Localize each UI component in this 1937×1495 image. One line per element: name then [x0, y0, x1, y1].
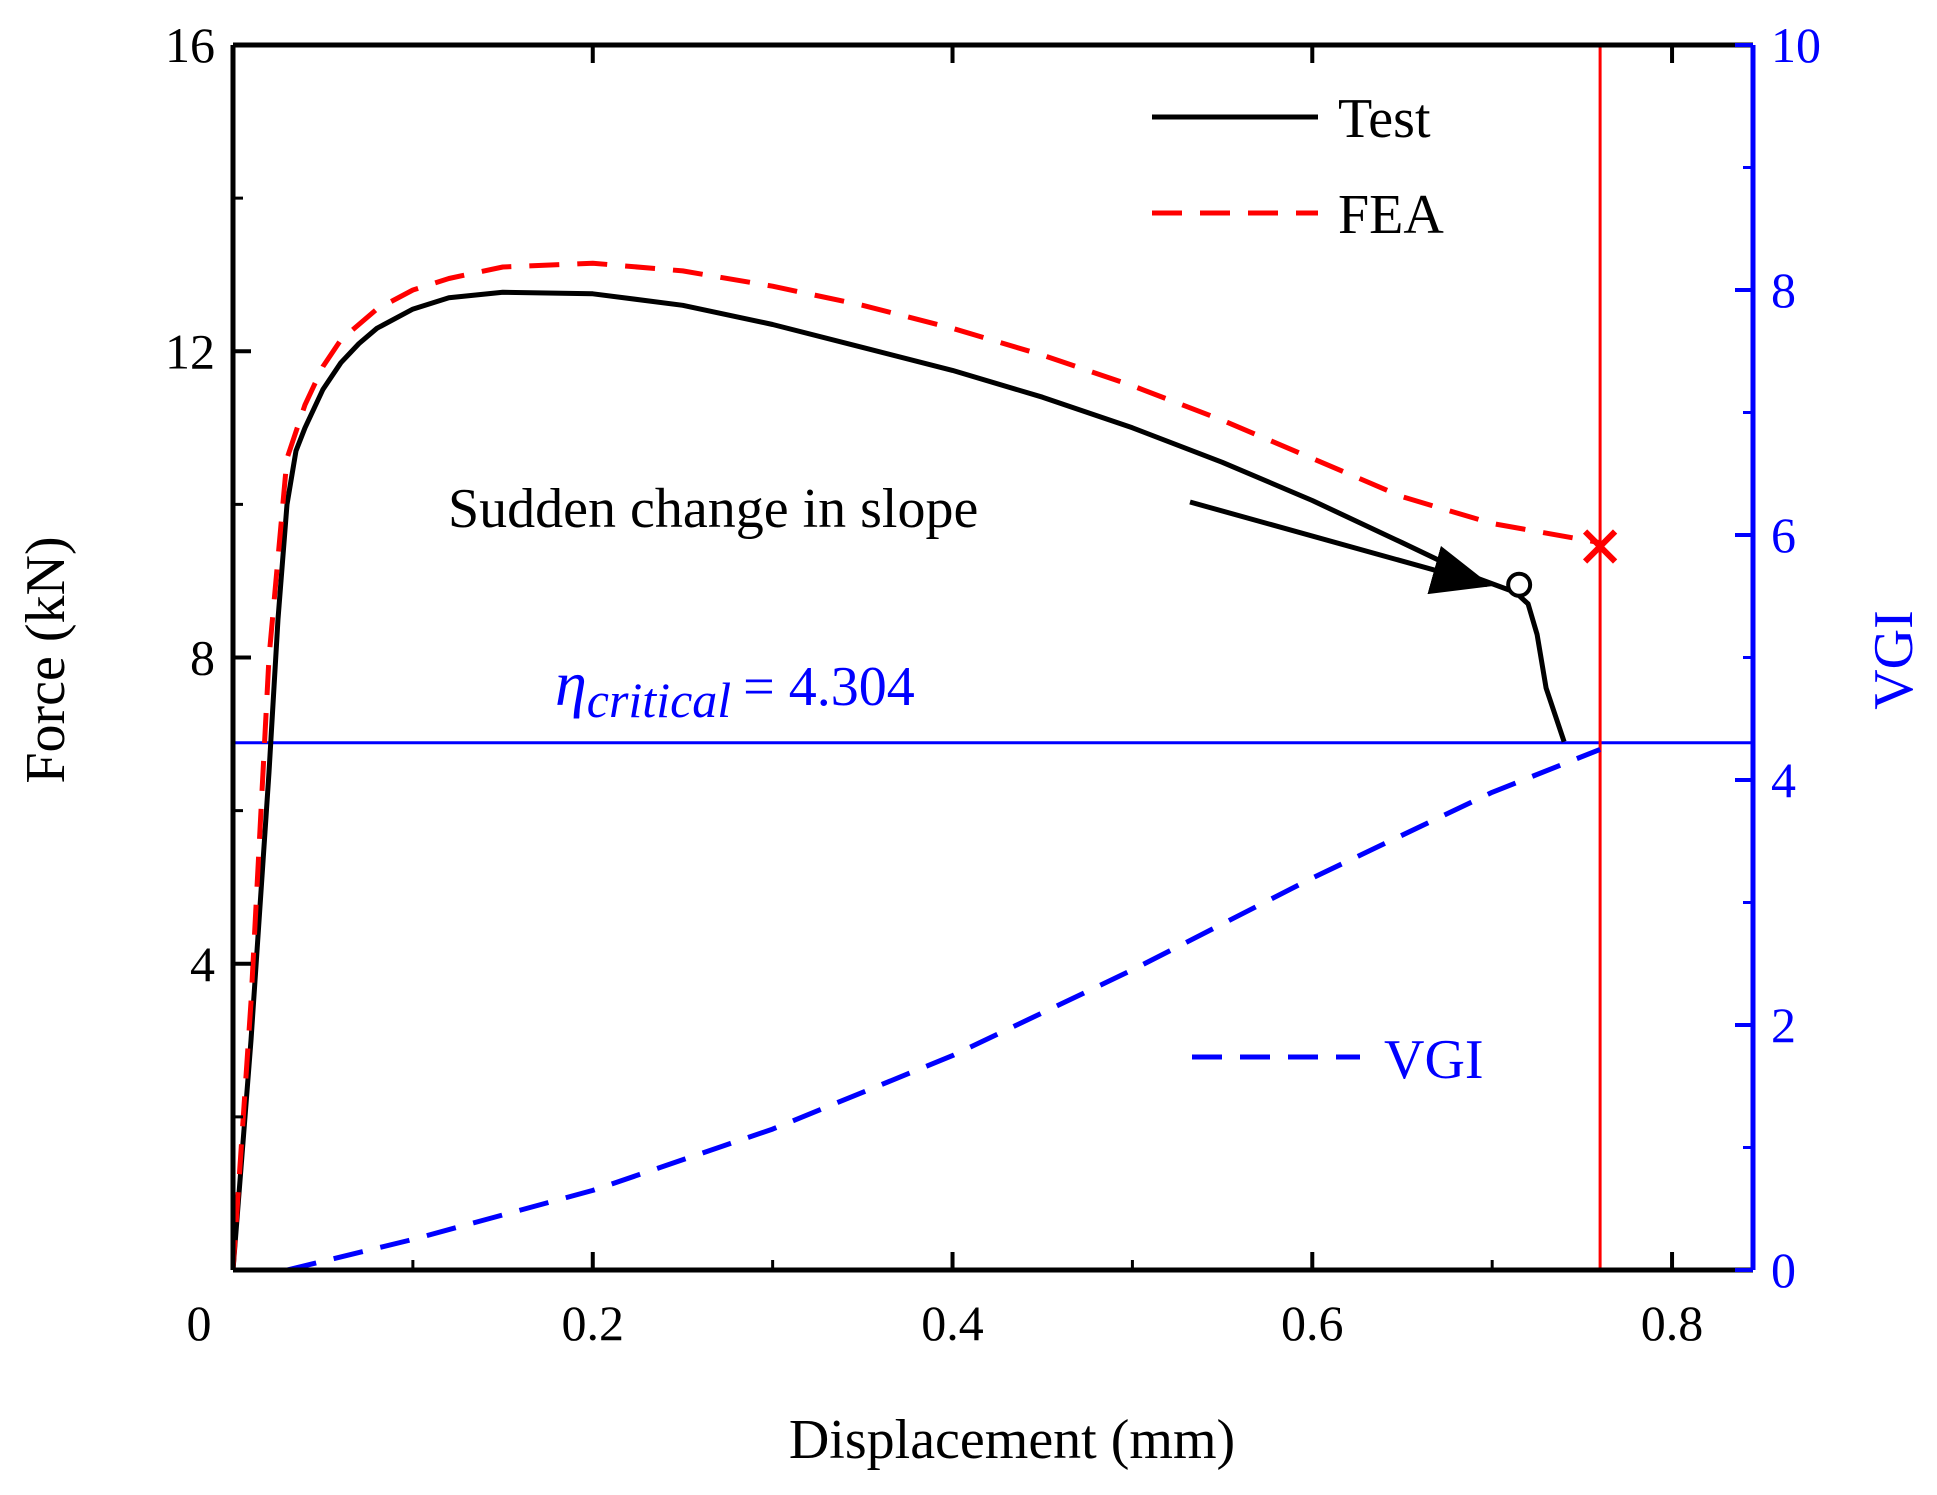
- chart-ticks: 0 0.2 0.4 0.6 0.8 4 8 12 16 0 2 4 6 8 10: [165, 17, 1821, 1351]
- y-right-tick-label: 6: [1771, 507, 1796, 563]
- x-tick-label: 0.6: [1281, 1295, 1344, 1351]
- legend: Test FEA VGI: [1152, 88, 1484, 1091]
- legend-label-test: Test: [1338, 88, 1431, 150]
- y-axis-title-right: VGI: [1863, 610, 1925, 710]
- y-left-tick-label: 4: [190, 936, 215, 992]
- x-tick-label: 0.2: [562, 1295, 625, 1351]
- slope-change-marker: [1506, 571, 1533, 598]
- y-axis-title-left: Force (kN): [15, 536, 77, 783]
- slope-annotation-arrow: [1189, 499, 1492, 595]
- x-tick-label: 0: [187, 1295, 212, 1351]
- series-line-fea: [230, 260, 1601, 1271]
- eta-critical-annotation: ηcritical = 4.304: [555, 648, 915, 728]
- x-tick-label: 0.8: [1641, 1295, 1704, 1351]
- y-right-tick-label: 0: [1771, 1242, 1796, 1298]
- y-left-tick-label: 8: [190, 630, 215, 686]
- eta-value: = 4.304: [743, 656, 915, 718]
- x-tick-label: 0.4: [921, 1295, 984, 1351]
- series-line-vgi: [286, 747, 1602, 1273]
- legend-label-fea: FEA: [1338, 184, 1444, 246]
- eta-symbol: η: [555, 648, 587, 719]
- y-right-tick-label: 2: [1771, 997, 1796, 1053]
- x-axis-title: Displacement (mm): [789, 1409, 1235, 1471]
- y-left-tick-label: 16: [165, 17, 215, 73]
- chart-marks: [230, 45, 1753, 1273]
- y-left-tick-label: 12: [165, 323, 215, 379]
- y-right-tick-label: 8: [1771, 262, 1796, 318]
- legend-label-vgi: VGI: [1384, 1029, 1484, 1091]
- y-right-tick-label: 10: [1771, 17, 1821, 73]
- y-right-tick-label: 4: [1771, 752, 1796, 808]
- eta-subscript: critical: [587, 672, 731, 728]
- chart-axes: [230, 42, 1756, 1273]
- slope-annotation: Sudden change in slope: [448, 478, 978, 540]
- fracture-marker: [1582, 529, 1618, 564]
- series-line-test: [230, 289, 1567, 1271]
